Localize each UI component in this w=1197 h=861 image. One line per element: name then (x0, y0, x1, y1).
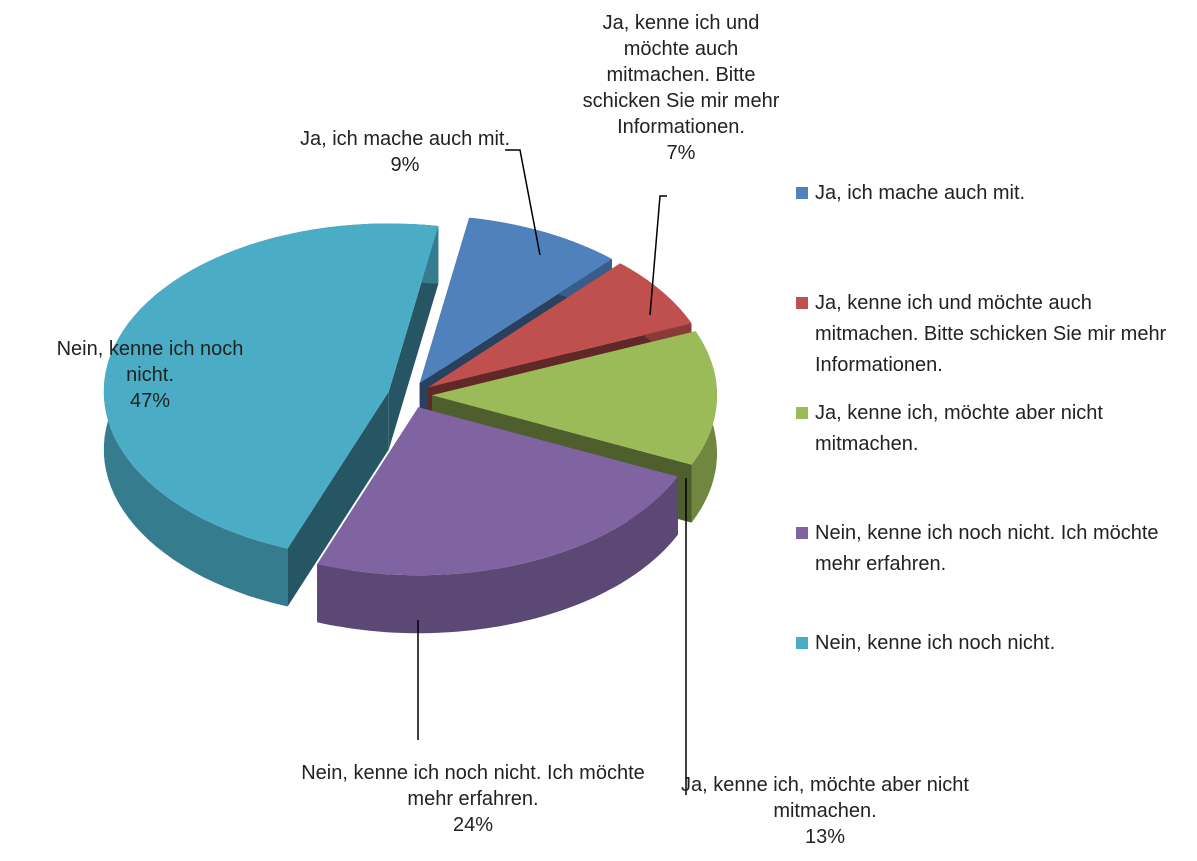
legend-item: Ja, kenne ich und möchte auch mitmachen.… (796, 288, 1191, 381)
leader-line (505, 149, 541, 256)
legend-label: Nein, kenne ich noch nicht. (815, 632, 1056, 654)
slice (317, 407, 678, 576)
slice-side (287, 391, 389, 607)
data-label: Nein, kenne ich noch nicht. 47% (30, 336, 270, 414)
legend-label: Nein, kenne ich noch nicht. Ich möchte m… (815, 522, 1159, 575)
legend-item: Ja, kenne ich, möchte aber nicht mitmach… (796, 398, 1191, 460)
data-label: Ja, kenne ich und möchte auch mitmachen.… (572, 10, 790, 166)
label-value: 9% (390, 154, 420, 176)
label-text: Nein, kenne ich noch nicht. (56, 338, 244, 386)
data-label: Nein, kenne ich noch nicht. Ich möchte m… (298, 760, 648, 838)
slice (428, 263, 692, 388)
label-text: Nein, kenne ich noch nicht. Ich möchte m… (301, 762, 645, 810)
label-value: 7% (666, 142, 696, 164)
label-value: 24% (452, 814, 494, 836)
slice (432, 331, 717, 465)
legend-swatch (796, 637, 808, 649)
legend-item: Nein, kenne ich noch nicht. (796, 628, 1191, 659)
slice (103, 223, 439, 549)
data-label: Ja, ich mache auch mit. 9% (290, 126, 520, 178)
legend-swatch (796, 407, 808, 419)
slice (419, 217, 612, 384)
legend-item: Ja, ich mache auch mit. (796, 178, 1191, 209)
label-text: Ja, ich mache auch mit. (299, 128, 511, 150)
legend-swatch (796, 297, 808, 309)
legend-label: Ja, kenne ich, möchte aber nicht mitmach… (815, 402, 1103, 455)
label-value: 13% (804, 826, 846, 848)
slice-side (317, 476, 678, 634)
legend-swatch (796, 187, 808, 199)
legend-label: Ja, kenne ich und möchte auch mitmachen.… (815, 292, 1167, 376)
label-text: Ja, kenne ich, möchte aber nicht mitmach… (681, 774, 969, 822)
data-label: Ja, kenne ich, möchte aber nicht mitmach… (640, 772, 1010, 850)
legend-label: Ja, ich mache auch mit. (815, 182, 1026, 204)
legend-item: Nein, kenne ich noch nicht. Ich möchte m… (796, 518, 1191, 580)
label-value: 47% (129, 390, 171, 412)
leader-line (649, 195, 667, 316)
label-text: Ja, kenne ich und möchte auch mitmachen.… (582, 12, 780, 138)
legend-swatch (796, 527, 808, 539)
